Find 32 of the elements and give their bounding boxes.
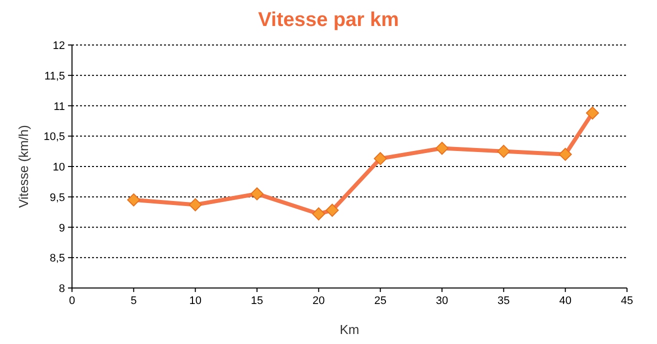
point xyxy=(326,204,339,217)
y-tick-label: 9 xyxy=(58,222,65,234)
y-tick-label: 10,5 xyxy=(44,131,65,144)
point xyxy=(558,148,572,161)
point xyxy=(436,142,448,155)
x-tick-label: 45 xyxy=(620,295,634,307)
y-tick-label: 10 xyxy=(52,162,65,174)
x-tick-label: 10 xyxy=(189,295,202,307)
point xyxy=(250,187,264,200)
x-tick-label: 20 xyxy=(312,295,325,307)
x-tick-label: 25 xyxy=(374,295,386,307)
point xyxy=(312,207,326,220)
y-axis-title: Vitesse (km/h) xyxy=(16,125,31,208)
x-tick-label: 30 xyxy=(436,295,448,307)
y-tick-label: 12 xyxy=(52,40,65,52)
y-tick-label: 9,5 xyxy=(50,192,65,204)
point xyxy=(127,193,140,206)
x-tick-label: 15 xyxy=(250,295,264,307)
x-tick-label: 0 xyxy=(68,295,76,307)
y-tick-label: 8,5 xyxy=(50,252,65,265)
x-tick-label: 5 xyxy=(130,295,137,307)
x-tick-label: 35 xyxy=(498,295,510,307)
x-axis-title: Km xyxy=(340,322,360,337)
y-tick-label: 8 xyxy=(58,283,65,295)
y-tick-label: 11,5 xyxy=(44,70,65,82)
point xyxy=(374,152,387,166)
x-tick-label: 40 xyxy=(559,295,572,307)
point xyxy=(586,106,599,120)
point xyxy=(188,198,202,212)
chart-title: Vitesse par km xyxy=(258,9,399,31)
point xyxy=(497,144,510,158)
y-tick-label: 11 xyxy=(54,100,65,113)
